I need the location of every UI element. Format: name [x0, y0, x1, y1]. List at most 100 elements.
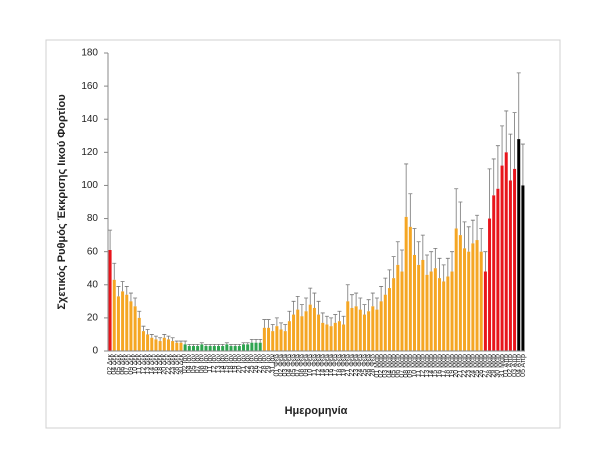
bar — [508, 180, 512, 351]
x-tick-label: 22 Ιαν — [245, 354, 252, 374]
x-tick-label: 16 Μαρ — [436, 354, 443, 378]
x-tick-label: 08 Μαρ — [403, 354, 410, 378]
error-bar — [374, 297, 379, 310]
x-tick-label: 20 Δεκ — [161, 354, 168, 375]
bar — [246, 344, 250, 351]
x-tick-label: 31 Μαρ — [499, 354, 506, 378]
bar — [475, 240, 479, 351]
bar — [125, 294, 129, 351]
bar — [342, 324, 346, 351]
error-bar — [137, 310, 142, 318]
error-bar — [450, 251, 455, 272]
x-tick-label: 05 Μαρ — [390, 354, 397, 378]
bar — [517, 139, 521, 351]
error-bar — [254, 339, 259, 343]
bar — [392, 278, 396, 351]
error-bar — [416, 241, 421, 265]
error-bar — [199, 342, 204, 345]
x-tick-label: 18 Ιαν — [228, 354, 235, 374]
error-bar — [320, 312, 325, 323]
error-bar — [291, 300, 296, 315]
bar — [121, 291, 125, 351]
error-bar — [145, 329, 150, 335]
error-bar — [112, 262, 117, 280]
error-bar — [495, 145, 500, 189]
error-bar — [420, 234, 425, 260]
y-axis-title: Σχετικός Ρυθμός Έκκρισης Ιικού Φορτίου — [56, 94, 68, 309]
bar — [438, 278, 442, 351]
bar — [367, 311, 371, 351]
x-tick-label: 24 Φεβ — [357, 354, 364, 376]
x-tick-label: 02 Απρ — [507, 354, 514, 377]
x-tick-label: 07 Ιαν — [194, 354, 201, 374]
x-tick-label: 04 Δεκ — [111, 354, 118, 375]
error-bar — [133, 297, 138, 307]
error-bar — [520, 143, 525, 186]
error-bar — [404, 163, 409, 217]
x-tick-label: 14 Μαρ — [428, 354, 435, 378]
y-tick-label: 140 — [81, 114, 98, 125]
bar — [112, 279, 116, 351]
error-bar — [354, 292, 359, 307]
error-bar — [270, 324, 275, 332]
bar — [212, 346, 216, 351]
x-tick-label: 12 Ιαν — [211, 354, 218, 374]
x-tick-label: 10 Φεβ — [307, 354, 314, 376]
y-tick-label: 160 — [81, 81, 98, 92]
chart-frame — [45, 39, 561, 429]
bar — [196, 346, 200, 351]
x-tick-label: 21 Φεβ — [345, 354, 352, 376]
x-tick-label: 14 Φεβ — [320, 354, 327, 376]
bar — [116, 296, 120, 351]
error-bar — [441, 264, 446, 282]
x-tick-label: 01 Μαρ — [374, 354, 381, 378]
x-tick-label: 10 Δεκ — [132, 354, 139, 375]
bar — [383, 294, 387, 351]
x-tick-label: 15 Μαρ — [432, 354, 439, 378]
error-bar — [333, 314, 338, 323]
error-bar — [454, 188, 459, 229]
bar — [387, 288, 391, 351]
bar — [325, 324, 329, 351]
error-bar — [108, 229, 113, 251]
error-bar — [279, 322, 284, 330]
bar — [296, 309, 300, 351]
y-tick-label: 180 — [81, 48, 98, 59]
bar — [521, 185, 525, 351]
error-bar — [408, 193, 413, 227]
x-tick-label: 23 Μαρ — [466, 354, 473, 378]
error-bar — [308, 287, 313, 305]
error-bar — [437, 257, 442, 279]
x-tick-label: 05 Ιαν — [190, 354, 197, 374]
x-tick-label: 26 Ιαν — [253, 354, 260, 374]
bar — [150, 337, 154, 351]
bar — [417, 264, 421, 351]
bar — [162, 337, 166, 351]
bar — [333, 322, 337, 351]
bar — [304, 311, 308, 351]
x-tick-label: 18 Φεβ — [336, 354, 343, 376]
bar — [312, 307, 316, 351]
bar — [221, 346, 225, 351]
bar — [463, 248, 467, 351]
error-bar — [166, 335, 171, 340]
x-tick-label: 29 Ιαν — [265, 354, 272, 374]
bar — [329, 326, 333, 351]
error-bar — [483, 251, 488, 272]
bar — [396, 264, 400, 351]
x-tick-label: 04 Απρ — [516, 354, 523, 377]
bar — [408, 226, 412, 351]
error-bar — [345, 284, 350, 302]
x-tick-label: 27 Μαρ — [482, 354, 489, 378]
error-bar — [491, 158, 496, 196]
bar — [187, 346, 191, 351]
error-bar — [487, 168, 492, 219]
x-tick-label: 26 Φεβ — [365, 354, 372, 376]
x-tick-label: 25 Μαρ — [474, 354, 481, 378]
bar — [471, 243, 475, 351]
bar — [446, 276, 450, 351]
bar — [467, 251, 471, 351]
y-tick-label: 100 — [81, 180, 98, 191]
x-tick-label: 24 Μαρ — [470, 354, 477, 378]
error-bar — [399, 249, 404, 272]
